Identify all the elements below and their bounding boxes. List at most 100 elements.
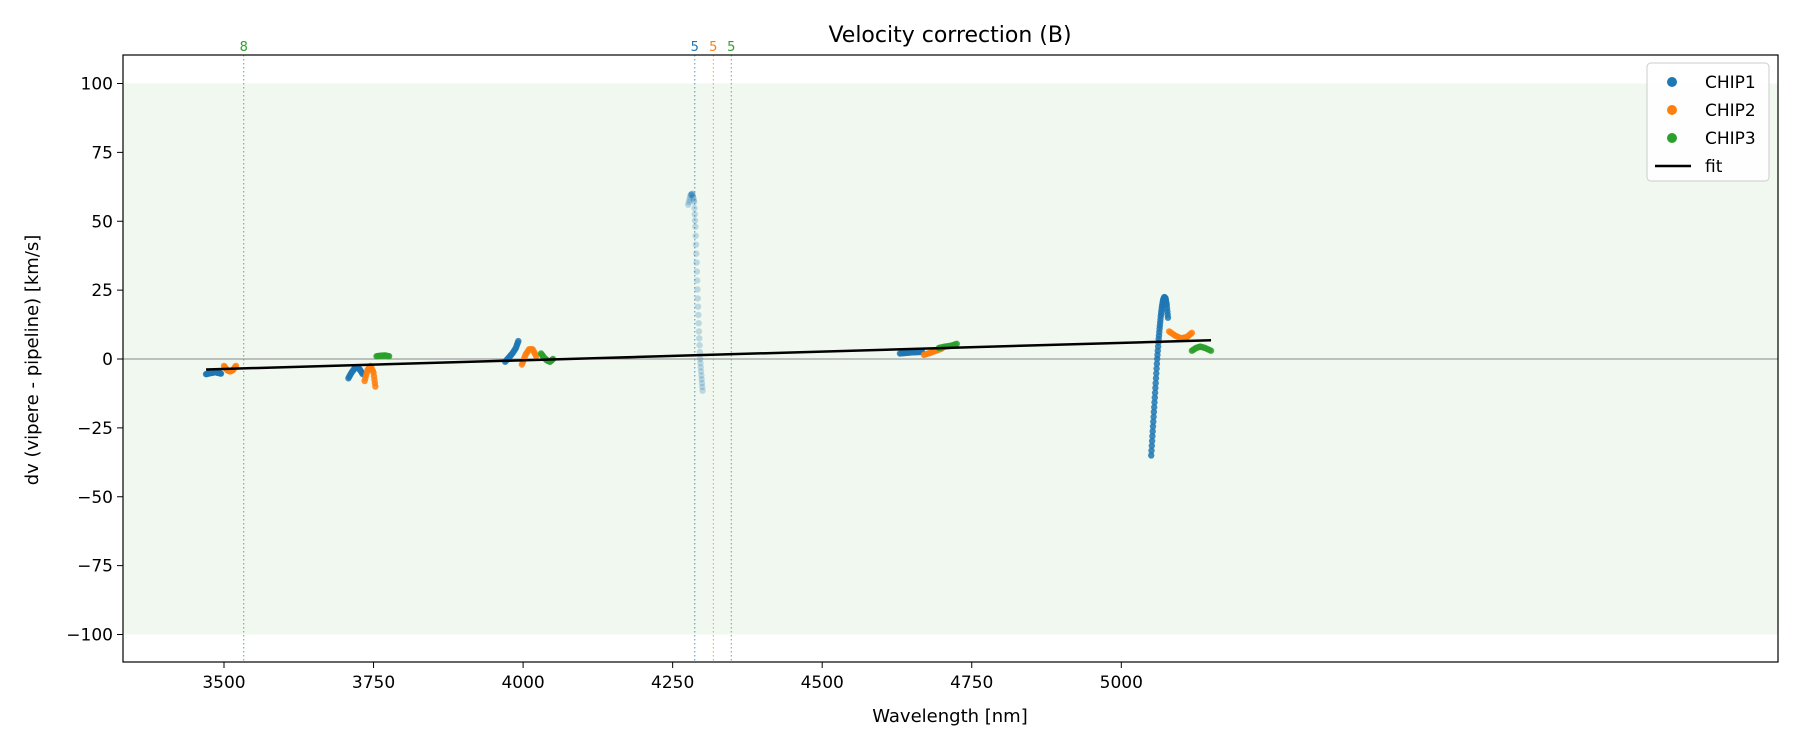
data-point <box>697 368 705 375</box>
legend-marker <box>1667 77 1677 87</box>
data-point <box>696 348 704 356</box>
x-tick-label: 3750 <box>352 673 395 693</box>
data-point <box>1188 329 1196 337</box>
data-point <box>697 364 704 371</box>
data-point <box>1150 408 1158 416</box>
data-point <box>1153 365 1160 372</box>
data-point <box>695 319 702 327</box>
data-point <box>696 342 703 349</box>
data-point <box>687 191 695 198</box>
data-point <box>1150 418 1157 425</box>
data-point <box>1153 370 1160 377</box>
data-point <box>691 204 698 212</box>
legend: CHIP1 CHIP2 CHIP3 fit <box>1646 62 1770 182</box>
data-point <box>689 192 697 199</box>
data-point <box>692 223 699 230</box>
data-point <box>699 383 706 391</box>
y-tick-label: 75 <box>91 143 113 163</box>
legend-marker <box>1667 105 1677 115</box>
fit-line <box>206 339 1212 371</box>
data-point <box>693 268 701 275</box>
data-point <box>686 196 693 204</box>
data-point <box>688 191 695 198</box>
data-point <box>698 379 706 387</box>
data-point <box>385 353 393 360</box>
data-point <box>1152 375 1160 382</box>
y-tick-label: −100 <box>66 626 113 646</box>
y-tick-label: −25 <box>77 419 113 439</box>
x-tick-label: 4500 <box>801 673 844 693</box>
legend-label: CHIP1 <box>1705 73 1756 93</box>
legend-label: fit <box>1705 157 1723 177</box>
data-point <box>1150 413 1157 421</box>
data-point <box>689 190 696 197</box>
marker-label: 5 <box>709 40 717 55</box>
data-point <box>1153 360 1161 368</box>
y-ticks-layer: 100 75 50 25 0 −25 −50 −75 −100 <box>66 75 123 646</box>
data-point <box>515 337 522 345</box>
y-tick-label: 50 <box>91 212 113 232</box>
legend-label: CHIP2 <box>1705 101 1756 121</box>
y-axis-label: dv (vipere - pipeline) [km/s] <box>22 235 43 486</box>
data-point <box>1152 379 1159 387</box>
x-tick-label: 5000 <box>1100 673 1143 693</box>
data-point <box>693 259 700 266</box>
data-point <box>533 353 540 360</box>
data-point <box>685 201 692 208</box>
data-point <box>217 370 225 377</box>
data-point <box>1151 399 1158 406</box>
data-point <box>692 232 699 239</box>
fit-line-layer <box>206 339 1212 371</box>
x-tick-label: 4250 <box>651 673 694 693</box>
x-axis-label: Wavelength [nm] <box>872 706 1028 727</box>
data-point <box>687 191 694 199</box>
data-point <box>1151 404 1158 411</box>
data-points-layer <box>202 190 1215 459</box>
data-point <box>694 303 702 310</box>
x-tick-label: 4000 <box>501 673 544 693</box>
y-tick-label: −75 <box>77 557 113 577</box>
data-point <box>696 335 703 342</box>
x-tick-label: 3500 <box>202 673 245 693</box>
data-point <box>695 311 702 319</box>
data-point <box>692 241 700 248</box>
data-point <box>691 211 698 218</box>
y-tick-label: 25 <box>91 281 113 301</box>
data-point <box>1151 389 1159 396</box>
data-point <box>693 277 701 284</box>
legend-label: CHIP3 <box>1705 129 1756 149</box>
data-point <box>690 194 697 202</box>
data-point <box>1148 442 1156 449</box>
x-tick-label: 4750 <box>950 673 993 693</box>
y-tick-label: −50 <box>77 488 113 508</box>
data-point <box>691 217 699 224</box>
marker-label: 5 <box>691 40 699 55</box>
data-point <box>694 295 701 302</box>
legend-box <box>1646 62 1770 182</box>
data-point <box>690 196 697 204</box>
data-point <box>698 372 705 379</box>
data-point <box>1149 432 1156 440</box>
data-point <box>1148 437 1156 445</box>
data-point <box>953 340 960 348</box>
data-point <box>1148 452 1155 459</box>
data-point <box>1207 347 1215 354</box>
data-point <box>696 355 704 363</box>
data-point <box>1164 314 1172 321</box>
data-point <box>1152 384 1159 392</box>
y-tick-label: 100 <box>81 75 113 95</box>
x-ticks-layer: 3500 3750 4000 4250 4500 4750 5000 <box>202 662 1143 693</box>
legend-marker <box>1667 133 1677 143</box>
data-point <box>698 376 705 383</box>
data-point <box>697 359 704 367</box>
chart-title: Velocity correction (B) <box>828 23 1071 48</box>
marker-label: 8 <box>240 40 248 55</box>
data-point <box>690 198 698 206</box>
data-point <box>699 387 706 394</box>
y-tick-label: 0 <box>102 350 113 370</box>
data-point <box>694 286 701 293</box>
data-point <box>1149 423 1157 430</box>
data-point <box>695 328 703 335</box>
